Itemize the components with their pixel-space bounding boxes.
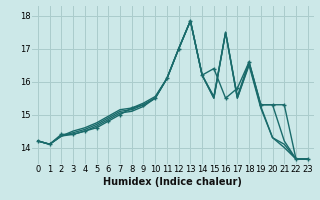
X-axis label: Humidex (Indice chaleur): Humidex (Indice chaleur) — [103, 177, 242, 187]
